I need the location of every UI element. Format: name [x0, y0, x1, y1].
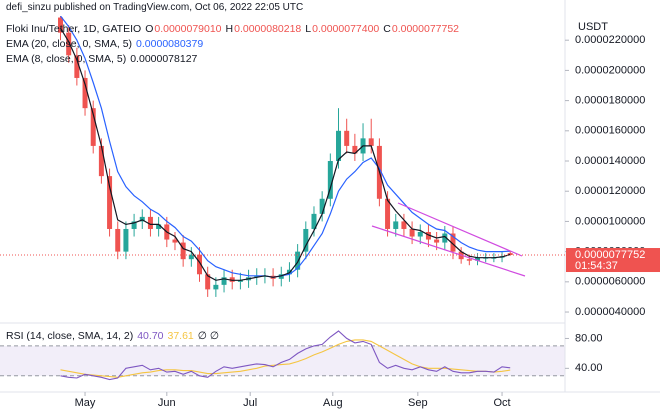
candle-body	[221, 277, 227, 285]
candle-body	[115, 228, 121, 252]
candle-body	[475, 257, 481, 261]
candle-body	[409, 228, 415, 237]
ema-value: 0.0000080379	[136, 38, 204, 50]
ohlc-value: 0.0000079010	[154, 23, 222, 35]
ohlc-value: 0.0000077752	[391, 23, 460, 35]
y-tick-label: 0.0000220000	[575, 34, 645, 46]
trend-line	[397, 202, 523, 257]
rsi-legend: RSI (14, close, SMA, 14, 2) 40.70 37.61 ∅ ∅	[6, 330, 223, 342]
main-pane	[58, 16, 513, 297]
candle-body	[295, 251, 301, 270]
rsi-value: 40.70	[137, 330, 164, 342]
ema-legend-row: EMA (8, close, 0, SMA, 5) 0.0000078127	[6, 53, 207, 65]
candle-body	[213, 284, 219, 290]
candle-body	[311, 213, 317, 229]
candle-body	[319, 198, 325, 214]
candle-body	[188, 254, 194, 260]
candle-body	[327, 161, 333, 199]
candle-body	[450, 233, 456, 252]
y-tick-label: 0.0000200000	[575, 64, 645, 76]
y-tick-label: 0.0000120000	[575, 185, 645, 197]
candle-body	[401, 221, 407, 229]
candle-body	[90, 108, 96, 146]
y-tick-label: 80.00	[575, 332, 603, 344]
last-price-label: 0.0000077752	[575, 249, 645, 261]
candle-body	[393, 221, 399, 229]
candle-body	[172, 239, 178, 243]
candle-body	[466, 259, 472, 261]
rsi-title: RSI (14, close, SMA, 14, 2)	[6, 330, 134, 342]
candle-body	[385, 198, 391, 229]
candle-body	[131, 221, 137, 229]
candle-body	[139, 216, 145, 222]
candle-body	[254, 275, 260, 278]
candle-body	[336, 130, 342, 162]
candle-body	[66, 32, 72, 56]
y-tick-label: 0.0000180000	[575, 95, 645, 107]
ema-name: EMA (8, close, 0, SMA, 5)	[6, 53, 127, 65]
ohlc-key: O	[145, 23, 154, 35]
candle-body	[82, 77, 88, 109]
candle-body	[237, 280, 243, 282]
y-tick-label: 0.0000040000	[575, 306, 645, 318]
candle-body	[74, 55, 80, 78]
x-tick-label: May	[75, 397, 96, 409]
candle-body	[58, 17, 64, 33]
ohlc-key: L	[305, 23, 312, 35]
candle-body	[278, 274, 284, 279]
publish-header: defi_sinzu published on TradingView.com,…	[6, 2, 304, 13]
candle-body	[180, 242, 186, 260]
x-tick-label: Jun	[158, 397, 176, 409]
rsi-line	[60, 339, 511, 378]
ema-legend-row: EMA (20, close, 0, SMA, 5) 0.0000080379	[6, 38, 207, 50]
y-tick-label: 0.0000100000	[575, 215, 645, 227]
ema-name: EMA (20, close, 0, SMA, 5)	[6, 38, 133, 50]
ohlc-value: 0.0000077400	[312, 23, 380, 35]
ema-legend: EMA (20, close, 0, SMA, 5) 0.0000080379 EM…	[6, 38, 207, 68]
ema-value: 0.0000078127	[130, 53, 198, 65]
last-price-box	[566, 248, 660, 273]
candle-body	[425, 231, 431, 240]
candle-body	[507, 253, 513, 256]
candle-body	[229, 277, 235, 282]
y-tick-label: 40.00	[575, 362, 603, 374]
x-tick-label: Sep	[408, 397, 428, 409]
candle-body	[156, 224, 162, 229]
rsi-line	[60, 330, 511, 381]
rsi-icons: ∅ ∅	[197, 330, 219, 342]
trend-line	[371, 225, 526, 277]
candle-body	[442, 233, 448, 243]
candle-body	[197, 254, 203, 275]
x-tick-label: Oct	[493, 397, 510, 409]
candle-body	[147, 216, 153, 229]
rsi-value: 37.61	[167, 330, 194, 342]
y-tick-label: 0.0000060000	[575, 276, 645, 288]
candle-body	[107, 176, 113, 229]
candle-body	[123, 228, 129, 252]
candle-body	[352, 145, 358, 154]
ema-line	[60, 16, 511, 278]
countdown-label: 01:54:37	[575, 260, 618, 272]
symbol: Floki Inu/Tether, 1D, GATEIO	[6, 23, 142, 35]
candle-body	[205, 274, 211, 290]
y-tick-label: 0.0000140000	[575, 155, 645, 167]
ohlc-key: H	[225, 23, 234, 35]
candle-body	[368, 138, 374, 146]
main-legend: Floki Inu/Tether, 1D, GATEIO O0.000007901…	[6, 23, 463, 35]
rsi-pane	[0, 330, 565, 381]
candle-body	[98, 145, 104, 177]
candle-body	[434, 239, 440, 243]
candle-body	[344, 130, 350, 146]
ema-line	[59, 27, 511, 281]
ohlc-value: 0.0000080218	[234, 23, 302, 35]
candle-body	[417, 231, 423, 237]
y-tick-label: 0.0000160000	[575, 125, 645, 137]
x-tick-label: Aug	[323, 397, 343, 409]
candle-body	[303, 228, 309, 252]
ohlc-key: C	[383, 23, 391, 35]
x-tick-label: Jul	[243, 397, 257, 409]
price-axis-unit: USDT	[578, 21, 608, 33]
